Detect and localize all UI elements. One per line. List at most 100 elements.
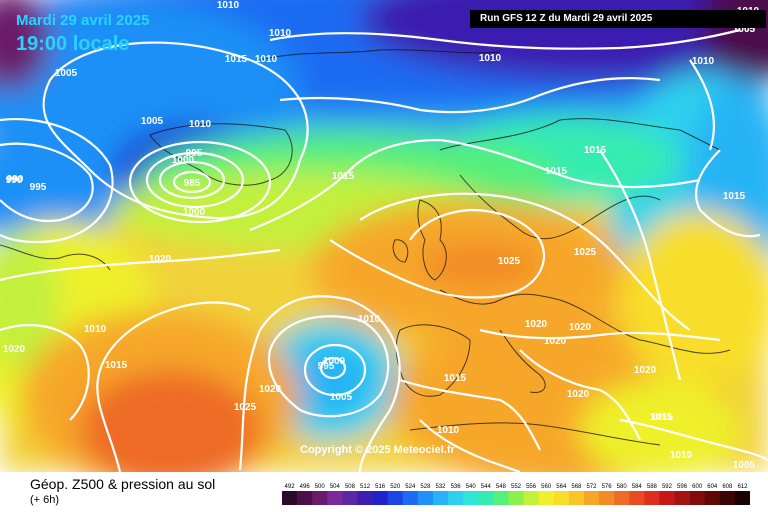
isobar-label: 1010 <box>189 119 212 130</box>
isobar-label: 995 <box>30 182 47 193</box>
scale-tick-label: 584 <box>632 484 643 490</box>
scale-tick-label: 572 <box>586 484 597 490</box>
isobar-label: 1010 <box>255 54 278 65</box>
scale-swatch <box>448 491 464 505</box>
isobar-label: 1020 <box>569 322 592 333</box>
scale-tick-label: 544 <box>481 484 492 490</box>
isobar-label: 1015 <box>444 373 467 384</box>
scale-tick-label: 556 <box>526 484 537 490</box>
scale-swatch <box>478 491 494 505</box>
isobar-label: 1015 <box>723 191 746 202</box>
scale-tick-label: 592 <box>662 484 673 490</box>
scale-swatch <box>357 491 373 505</box>
isobar-label: 1025 <box>574 247 597 258</box>
isobar-label: 1010 <box>692 56 715 67</box>
scale-swatch <box>689 491 706 505</box>
isobars <box>0 28 768 472</box>
isobar-label: 1010 <box>479 53 502 64</box>
scale-swatch <box>659 491 675 505</box>
isobar-label: 1010 <box>217 0 240 11</box>
isobar-label: 1000 <box>183 207 206 218</box>
isobar-label: 1005 <box>733 460 756 471</box>
isobar-label: 1020 <box>634 365 657 376</box>
scale-swatch <box>719 491 736 505</box>
isobar-label: 1020 <box>259 384 282 395</box>
z500-pressure-map: 1010100510151010101010051005101099510009… <box>0 0 768 472</box>
isobar-label: 1015 <box>225 54 248 65</box>
isobar-label: 1015 <box>584 145 607 156</box>
legend-subtitle: (+ 6h) <box>30 494 60 506</box>
coastlines <box>0 49 731 446</box>
isobar-label: 1025 <box>234 402 257 413</box>
copyright-text: Copyright © 2025 Meteociel.fr <box>300 444 455 456</box>
isobar-label: 1005 <box>330 392 353 403</box>
isobar-label: 1020 <box>3 344 26 355</box>
isobar-label: 985 <box>184 178 201 189</box>
isobar-label: 1000 <box>323 356 346 367</box>
scale-tick-label: 520 <box>390 484 401 490</box>
scale-swatch <box>387 491 404 505</box>
scale-tick-label: 528 <box>420 484 431 490</box>
scale-swatch <box>508 491 524 505</box>
scale-swatch <box>432 491 449 505</box>
scale-tick-label: 600 <box>692 484 703 490</box>
color-scale: 492 496 500 504 508 512 516 520 524 528 532 536 540 5… <box>282 484 750 505</box>
scale-tick-label: 576 <box>602 484 613 490</box>
scale-swatch <box>553 491 570 505</box>
scale-tick-label: 604 <box>707 484 718 490</box>
isobar-label: 1005 <box>141 116 164 127</box>
run-info-box: Run GFS 12 Z du Mardi 29 avril 2025 <box>470 10 766 28</box>
isobar-label: 1010 <box>358 314 381 325</box>
isobar-label: 1010 <box>269 28 292 39</box>
scale-tick-label: 492 <box>285 484 296 490</box>
isobar-label: 1005 <box>733 24 756 35</box>
scale-swatch <box>674 491 690 505</box>
isobar-label: 1010 <box>437 425 460 436</box>
forecast-date: Mardi 29 avril 2025 <box>16 12 150 29</box>
scale-swatch <box>523 491 539 505</box>
forecast-time: 19:00 locale <box>16 33 130 55</box>
scale-tick-label: 568 <box>571 484 582 490</box>
scale-swatch <box>629 491 645 505</box>
isobar-label: 1010 <box>84 324 107 335</box>
scale-tick-label: 500 <box>315 484 326 490</box>
scale-swatch <box>342 491 358 505</box>
scale-tick-label: 608 <box>722 484 733 490</box>
isobar-label: 1020 <box>149 254 172 265</box>
scale-swatch <box>644 491 660 505</box>
scale-tick-label: 580 <box>617 484 628 490</box>
geopotential-field <box>0 0 768 472</box>
isobar-label: 990 <box>6 175 23 186</box>
isobar-label: 1020 <box>544 336 567 347</box>
isobar-label: 1015 <box>651 412 674 423</box>
isobar-label: 1005 <box>55 68 78 79</box>
scale-tick-label: 524 <box>405 484 416 490</box>
scale-tick-label: 512 <box>360 484 371 490</box>
scale-tick-label: 552 <box>511 484 522 490</box>
scale-tick-label: 532 <box>436 484 447 490</box>
isobar-label: 995 <box>318 361 335 372</box>
isobar-label: 1010 <box>670 450 693 461</box>
isobar-label: 990 <box>7 174 24 185</box>
scale-swatch <box>312 491 328 505</box>
scale-swatch <box>417 491 434 505</box>
scale-tick-label: 540 <box>466 484 477 490</box>
legend-title: Géop. Z500 & pression au sol <box>30 476 216 492</box>
scale-swatch <box>402 491 419 505</box>
scale-swatch <box>463 491 479 505</box>
isobar-label: 1000 <box>172 155 195 166</box>
scale-swatch <box>538 491 555 505</box>
scale-tick-label: 564 <box>556 484 567 490</box>
scale-tick-label: 504 <box>330 484 341 490</box>
scale-tick-label: 596 <box>677 484 688 490</box>
scale-tick-label: 560 <box>541 484 552 490</box>
scale-swatch <box>568 491 585 505</box>
scale-swatch <box>704 491 721 505</box>
scale-swatch <box>327 491 343 505</box>
scale-tick-label: 508 <box>345 484 356 490</box>
scale-tick-label: 548 <box>496 484 507 490</box>
isobar-label: 1005 <box>733 24 756 35</box>
isobar-label: 1015 <box>332 171 355 182</box>
isobar-label: 1015 <box>545 166 568 177</box>
